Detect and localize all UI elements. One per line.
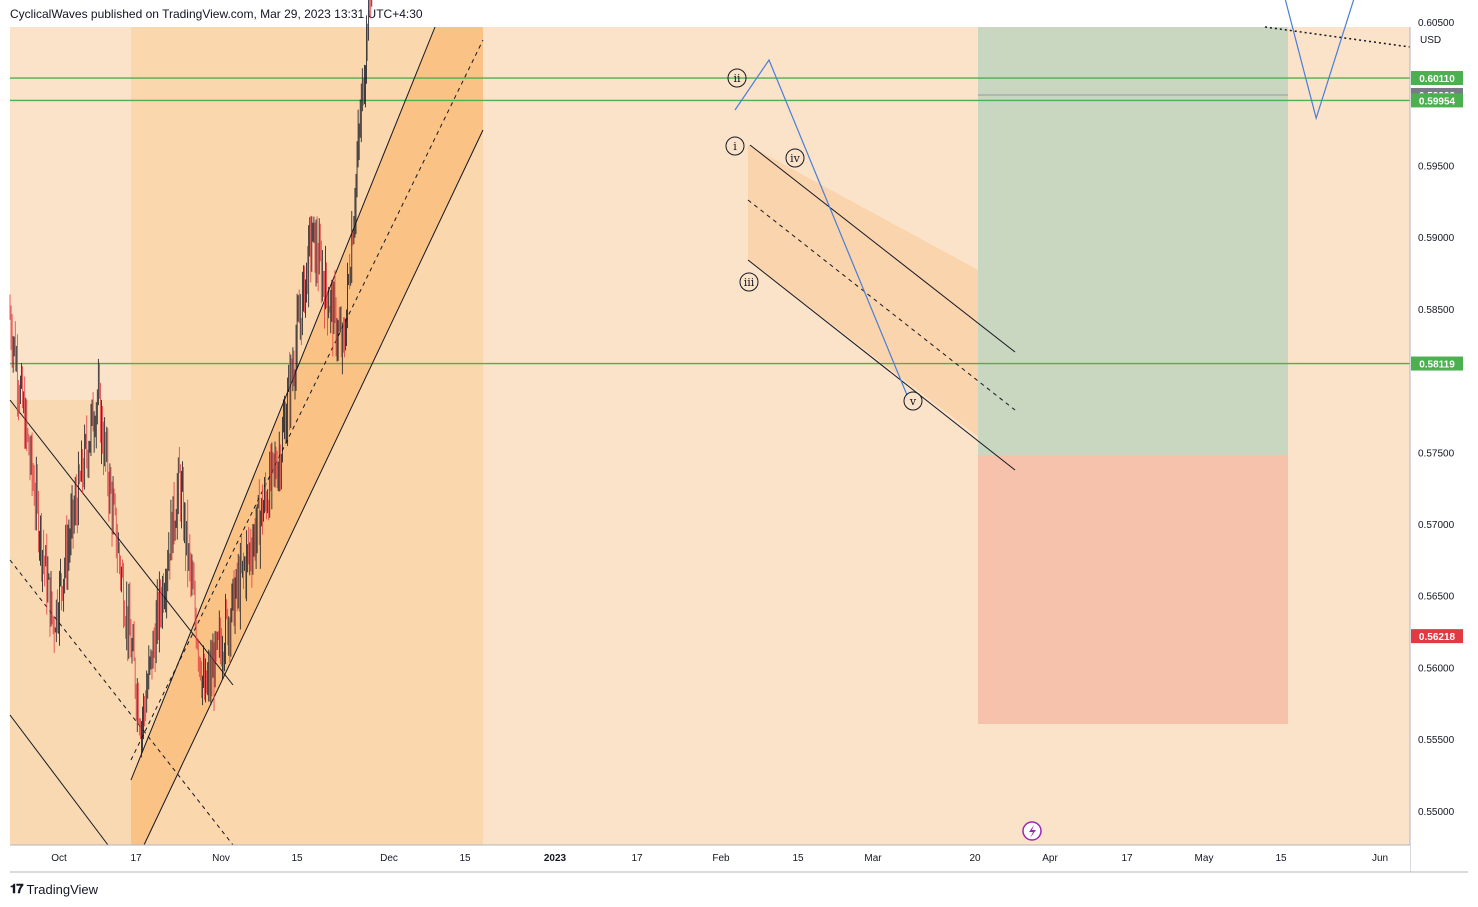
y-tick-16: 0.55000 <box>1418 807 1455 818</box>
wave-label-circle-0 <box>727 68 747 88</box>
price-tag-bg-9 <box>1411 629 1463 644</box>
x-tick-15: 15 <box>1275 853 1287 864</box>
x-tick-7: 17 <box>631 853 643 864</box>
rising-channel-lower-line <box>130 26 436 781</box>
footer-brand-name: TradingView <box>26 881 99 897</box>
y-tick-10: 0.58500 <box>1418 305 1455 316</box>
x-tick-1: 17 <box>130 853 142 864</box>
wave-projection-segment <box>734 58 908 396</box>
falling-channel-lower-line <box>747 259 1016 471</box>
wave-label-circle-2 <box>785 148 805 168</box>
wave-label-iii: iii <box>744 276 755 289</box>
y-tick-8: 0.59500 <box>1418 162 1455 173</box>
price-tag-bg-8 <box>1411 356 1463 371</box>
price-tag-5: 0.60110 <box>1419 74 1455 85</box>
wave-label-circle-1 <box>725 136 745 156</box>
rising-channel-upper-line <box>143 129 484 846</box>
rising-channel-mid-dashed-line <box>130 39 484 761</box>
x-axis-panel <box>10 845 1410 872</box>
x-tick-12: Apr <box>1042 853 1058 864</box>
price-tag-bg-5 <box>1411 71 1463 86</box>
x-tick-10: Mar <box>864 853 882 864</box>
tradingview-logo-icon: 𝟏𝟕 <box>10 881 24 896</box>
target-zone-box <box>978 27 1288 455</box>
wave-label-ii: ii <box>733 72 741 85</box>
price-tag-9: 0.56218 <box>1419 632 1456 643</box>
stop-zone-box <box>978 455 1288 724</box>
wave-label-i: i <box>733 140 737 153</box>
x-tick-8: Feb <box>712 853 730 864</box>
x-tick-11: 20 <box>969 853 981 864</box>
y-tick-12: 0.57000 <box>1418 520 1455 531</box>
y-axis-panel <box>1410 27 1468 872</box>
wave-label-circle-4 <box>903 391 923 411</box>
x-tick-2: Nov <box>212 853 230 864</box>
falling-channel-mid-dashed-line <box>747 199 1016 411</box>
downtrend-lower-line <box>9 714 109 846</box>
x-tick-9: 15 <box>792 853 804 864</box>
y-tick-7: 0.60500 <box>1418 18 1455 29</box>
wave-label-iv: iv <box>790 152 801 165</box>
price-tag-7: 0.59954 <box>1419 96 1456 107</box>
extended-trendline-dotted <box>1264 26 1411 48</box>
x-tick-5: 15 <box>459 853 471 864</box>
y-tick-14: 0.56000 <box>1418 663 1455 674</box>
currency-label: USD <box>1420 35 1441 46</box>
price-tag-bg-7 <box>1411 93 1463 108</box>
footer-brand: 𝟏𝟕 TradingView <box>10 881 98 897</box>
y-tick-13: 0.56500 <box>1418 592 1455 603</box>
price-tag-8: 0.58119 <box>1419 360 1455 371</box>
wave-label-v: v <box>909 395 917 408</box>
publisher-caption: CyclicalWaves published on TradingView.c… <box>10 7 423 21</box>
lightning-bolt-icon <box>1029 825 1036 838</box>
x-tick-14: May <box>1195 853 1214 864</box>
y-tick-9: 0.59000 <box>1418 233 1455 244</box>
x-tick-4: Dec <box>380 853 398 864</box>
x-tick-6: 2023 <box>544 853 567 864</box>
x-tick-13: 17 <box>1121 853 1133 864</box>
x-tick-16: Jun <box>1372 853 1388 864</box>
y-tick-15: 0.55500 <box>1418 735 1455 746</box>
wave-label-circle-3 <box>739 272 759 292</box>
y-tick-11: 0.57500 <box>1418 448 1455 459</box>
x-tick-0: Oct <box>51 853 67 864</box>
falling-channel-upper-line <box>749 144 1016 353</box>
x-tick-3: 15 <box>291 853 303 864</box>
